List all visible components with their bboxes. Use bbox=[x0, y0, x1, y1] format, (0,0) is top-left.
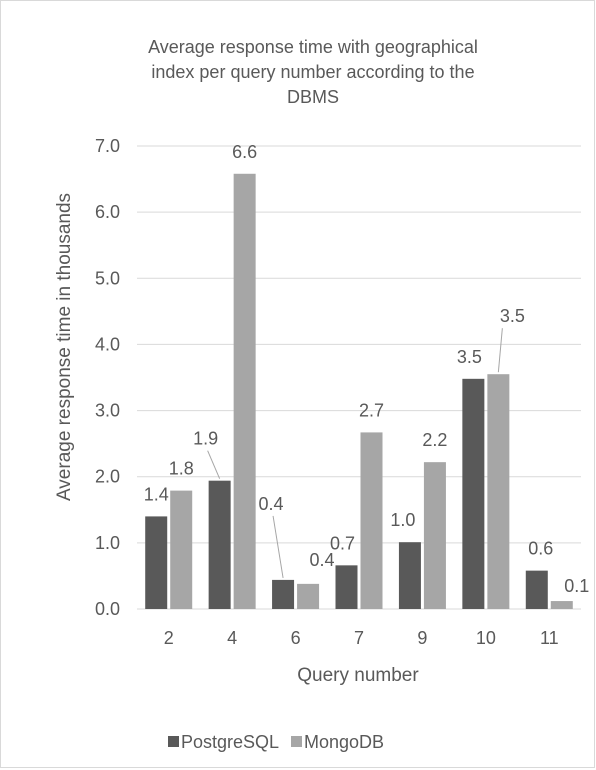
bar-postgresql-7 bbox=[335, 565, 358, 609]
x-tick-labels: 2 4 6 7 9 10 11 bbox=[164, 628, 559, 648]
y-axis-label: Average response time in thousands bbox=[54, 193, 75, 501]
data-label: 0.7 bbox=[330, 533, 355, 553]
y-tick-label: 1.0 bbox=[95, 533, 120, 553]
legend-label-postgresql: PostgreSQL bbox=[181, 732, 279, 752]
y-tick-labels: 0.0 1.0 2.0 3.0 4.0 5.0 6.0 7.0 bbox=[95, 136, 120, 619]
x-tick-label: 9 bbox=[417, 628, 427, 648]
leader-line bbox=[497, 328, 503, 373]
y-tick-label: 7.0 bbox=[95, 136, 120, 156]
leader-line bbox=[207, 450, 221, 479]
bars bbox=[145, 173, 573, 609]
bar-postgresql-6 bbox=[272, 579, 295, 609]
x-tick-label: 11 bbox=[540, 628, 559, 648]
data-label: 2.2 bbox=[422, 430, 447, 450]
chart-title-line: Average response time with geographical bbox=[148, 37, 478, 57]
y-tick-label: 6.0 bbox=[95, 202, 120, 222]
bar-postgresql-9 bbox=[398, 542, 421, 609]
data-label: 1.9 bbox=[193, 429, 218, 449]
bar-postgresql-2 bbox=[145, 516, 168, 609]
data-label: 0.4 bbox=[259, 494, 284, 514]
y-tick-label: 4.0 bbox=[95, 334, 120, 354]
bar-mongodb-11 bbox=[550, 601, 573, 609]
legend-swatch-postgresql bbox=[168, 736, 179, 747]
data-label: 0.4 bbox=[310, 550, 335, 570]
bar-mongodb-6 bbox=[297, 583, 320, 609]
leader-line bbox=[272, 515, 284, 578]
leader-lines bbox=[207, 328, 503, 578]
data-label: 3.5 bbox=[500, 306, 525, 326]
chart-title-line: index per query number according to the bbox=[151, 62, 474, 82]
x-tick-label: 10 bbox=[476, 628, 496, 648]
bar-mongodb-9 bbox=[423, 462, 446, 609]
gridlines bbox=[137, 145, 581, 610]
data-label: 1.0 bbox=[390, 510, 415, 530]
y-tick-label: 0.0 bbox=[95, 599, 120, 619]
bar-mongodb-2 bbox=[170, 490, 193, 609]
legend: PostgreSQL MongoDB bbox=[168, 732, 384, 752]
bar-mongodb-7 bbox=[360, 432, 383, 609]
data-label: 2.7 bbox=[359, 400, 384, 420]
x-tick-label: 6 bbox=[291, 628, 301, 648]
y-tick-label: 3.0 bbox=[95, 401, 120, 421]
x-tick-label: 7 bbox=[354, 628, 364, 648]
data-label: 6.6 bbox=[232, 142, 257, 162]
bar-postgresql-11 bbox=[525, 570, 548, 609]
bar-postgresql-10 bbox=[462, 378, 485, 609]
x-tick-label: 4 bbox=[227, 628, 237, 648]
x-tick-label: 2 bbox=[164, 628, 174, 648]
y-tick-label: 2.0 bbox=[95, 467, 120, 487]
x-axis-label: Query number bbox=[297, 665, 419, 686]
data-labels: 1.41.81.96.60.40.40.72.71.02.23.53.50.60… bbox=[144, 142, 590, 596]
chart-title-line: DBMS bbox=[287, 87, 339, 107]
data-label: 0.1 bbox=[564, 576, 589, 596]
legend-swatch-mongodb bbox=[291, 736, 302, 747]
data-label: 3.5 bbox=[457, 347, 482, 367]
y-tick-label: 5.0 bbox=[95, 268, 120, 288]
bar-postgresql-4 bbox=[208, 480, 231, 609]
legend-label-mongodb: MongoDB bbox=[304, 732, 384, 752]
data-label: 0.6 bbox=[528, 539, 553, 559]
chart-title: Average response time with geographical i… bbox=[148, 37, 478, 107]
bar-mongodb-4 bbox=[233, 173, 256, 609]
data-label: 1.8 bbox=[169, 459, 194, 479]
bar-mongodb-10 bbox=[487, 374, 510, 609]
data-label: 1.4 bbox=[144, 484, 169, 504]
